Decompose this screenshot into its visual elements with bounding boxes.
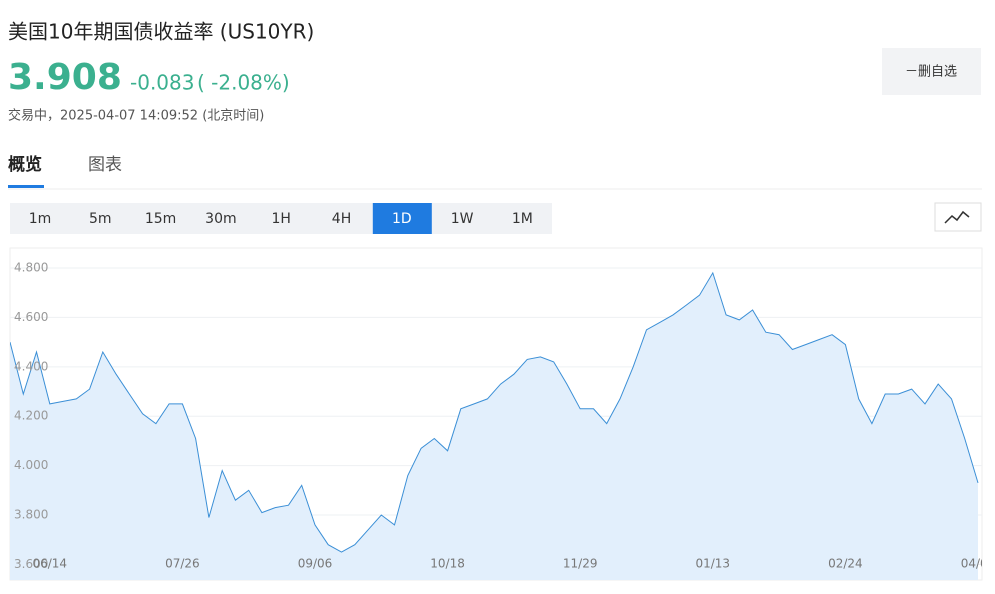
interval-button[interactable]: 1m (29, 211, 52, 227)
x-tick-label: 04/07 (961, 557, 995, 571)
y-tick-label: 4.400 (14, 359, 48, 373)
y-tick-label: 3.800 (14, 508, 48, 522)
price: 3.908 (8, 57, 122, 98)
x-tick-label: 10/18 (430, 557, 465, 571)
x-tick-label: 06/14 (32, 557, 67, 571)
interval-button[interactable]: 1M (512, 211, 533, 227)
interval-button[interactable]: 4H (332, 211, 351, 227)
y-tick-label: 4.200 (14, 409, 48, 423)
tab-underline (8, 185, 44, 188)
plot: 3.600 3.800 4.000 4.200 4.400 4.600 4.800 06/14… (10, 261, 995, 580)
chart-type-button[interactable] (934, 202, 982, 232)
interval-button[interactable]: 15m (145, 211, 176, 227)
button-bg[interactable] (882, 48, 981, 95)
interval-button[interactable]: 1H (271, 211, 290, 227)
tab[interactable]: 图表 (88, 155, 122, 175)
x-tick-label: 09/06 (298, 557, 333, 571)
x-tick-label: 02/24 (828, 557, 863, 571)
interval-button[interactable]: 1W (451, 211, 474, 227)
interval-button[interactable]: 1D (392, 211, 412, 227)
interval-button[interactable]: 5m (89, 211, 112, 227)
chart-type-icon (944, 210, 970, 224)
interval-bar (10, 203, 552, 234)
interval-active[interactable] (372, 203, 432, 234)
status: 交易中，2025-04-07 14:09:52 (北京时间) (8, 108, 264, 124)
y-tick-label: 4.800 (14, 261, 48, 275)
line (10, 271, 979, 553)
remove-watchlist[interactable]: －删自选 (905, 65, 957, 80)
y-tick-label: 3.600 (14, 557, 48, 571)
x-tick-label: 01/13 (695, 557, 730, 571)
title: 美国10年期国债收益率 (US10YR) (8, 20, 314, 44)
x-tick-label: 07/26 (165, 557, 200, 571)
change-pct: ( -2.08%) (197, 71, 290, 95)
change: -0.083 (130, 71, 194, 95)
y-tick-label: 4.000 (14, 458, 48, 472)
area (10, 272, 978, 580)
x-tick-label: 11/29 (563, 557, 598, 571)
y-tick-label: 4.600 (14, 310, 48, 324)
tab[interactable]: 概览 (8, 154, 42, 175)
interval-button[interactable]: 30m (205, 211, 236, 227)
